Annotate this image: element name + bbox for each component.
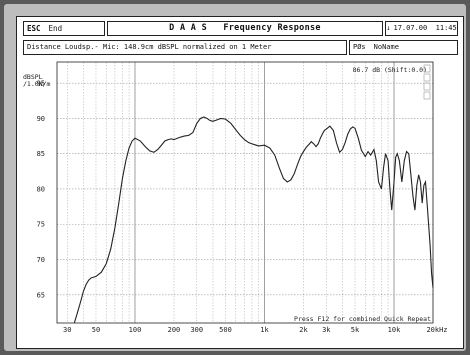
y-tick-label: 90 <box>37 115 45 123</box>
file-code: PØs <box>353 43 366 51</box>
indicator-cell <box>423 82 431 91</box>
x-tick-label: 2k <box>299 326 308 334</box>
x-tick-label: 1k <box>260 326 269 334</box>
x-tick-label: 100 <box>129 326 142 334</box>
y-tick-label: 70 <box>37 256 45 264</box>
y-axis-label-line2: /1.0W/m <box>23 80 50 88</box>
x-tick-label: 50 <box>92 326 100 334</box>
y-axis-label-line1: dBSPL <box>23 73 43 81</box>
x-tick-label: 500 <box>219 326 232 334</box>
x-tick-label: 20kHz <box>426 326 447 334</box>
x-tick-labels: 30 50 100 200 300 500 1k 2k 3k 5k 10k 20kHz <box>63 326 448 334</box>
file-info-box: PØs NoName <box>349 40 458 55</box>
esc-key-label: ESC <box>27 23 41 33</box>
end-label: End <box>48 23 63 33</box>
x-tick-label: 300 <box>190 326 203 334</box>
indicator-cell <box>423 64 431 73</box>
file-name: NoName <box>373 43 399 51</box>
date-time-box: ↓ 17.07.00 11:45 <box>385 21 458 36</box>
measurement-description: Distance Loudsp.- Mic: 148.9cm dBSPL nor… <box>23 40 347 55</box>
y-tick-label: 85 <box>37 150 45 158</box>
plot-area <box>56 61 434 324</box>
footer-note: Press F12 for combined Quick Repeat <box>294 315 431 323</box>
indicator-cell <box>423 73 431 82</box>
window-frame: ESC End D A A S Frequency Response ↓ 17.… <box>4 4 466 351</box>
description-text: Distance Loudsp.- Mic: 148.9cm dBSPL nor… <box>27 43 272 51</box>
indicator-cell <box>423 91 431 100</box>
level-readout: 86.7 dB (Shift:0.0) <box>353 66 427 74</box>
info-icon: ↓ <box>386 24 391 32</box>
scroll-indicator[interactable] <box>423 64 431 100</box>
y-tick-label: 80 <box>37 185 45 193</box>
response-curve <box>73 116 434 324</box>
y-tick-labels: 65 70 75 80 85 90 95 <box>37 80 45 300</box>
y-tick-label: 65 <box>37 291 45 299</box>
x-tick-label: 3k <box>322 326 331 334</box>
y-tick-label: 75 <box>37 221 45 229</box>
x-tick-label: 10k <box>388 326 401 334</box>
x-tick-label: 30 <box>63 326 71 334</box>
window-title: D A A S Frequency Response <box>169 23 321 34</box>
y-tick-label: 95 <box>37 80 45 88</box>
x-tick-label: 5k <box>351 326 360 334</box>
y-axis-label: dBSPL /1.0W/m <box>23 73 50 88</box>
daas-panel: ESC End D A A S Frequency Response ↓ 17.… <box>16 16 464 349</box>
x-tick-label: 200 <box>168 326 181 334</box>
date-time: 17.07.00 11:45 <box>393 24 457 32</box>
esc-end-button[interactable]: ESC End <box>23 21 105 36</box>
grid <box>57 62 434 323</box>
title-bar: D A A S Frequency Response <box>107 21 383 36</box>
